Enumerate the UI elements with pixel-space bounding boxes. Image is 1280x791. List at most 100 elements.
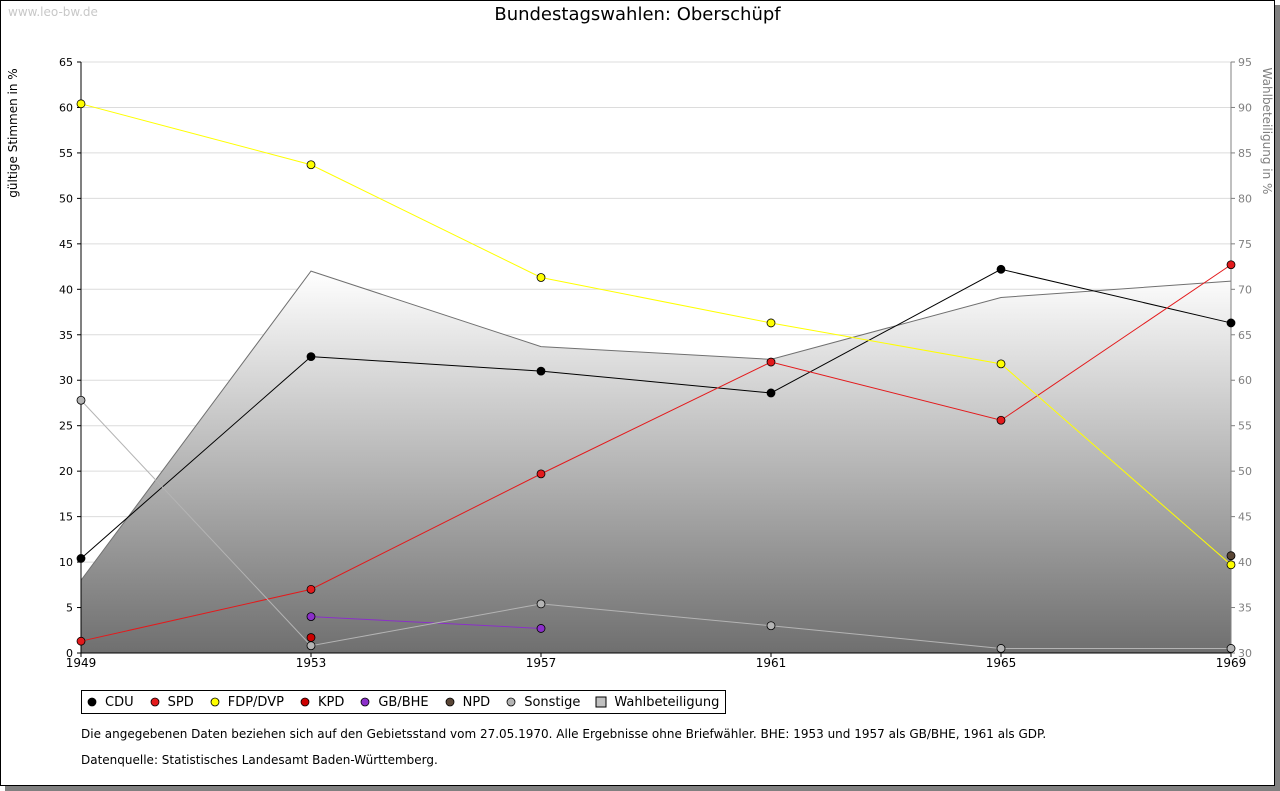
turnout-line bbox=[80, 270, 1232, 581]
y-tick-label: 5 bbox=[66, 602, 73, 615]
series-line-spd bbox=[80, 264, 1232, 642]
point-sonstige bbox=[76, 395, 86, 405]
point-cdu bbox=[1226, 318, 1236, 328]
y-tick-label: 25 bbox=[59, 420, 73, 433]
point-sonstige bbox=[306, 641, 316, 651]
legend-item: NPD bbox=[444, 694, 491, 710]
point-gb-bhe bbox=[536, 624, 546, 633]
point-sonstige bbox=[766, 621, 776, 631]
chart-plot: 0 5 10 15 20 25 30 35 40 45 50 55 60 65 30 35 40 45 50 55 60… bbox=[6, 56, 1274, 670]
x-tick-label: 1969 bbox=[1216, 656, 1247, 670]
y2-tick-label: 30 bbox=[1238, 647, 1252, 660]
legend-label: FDP/DVP bbox=[227, 694, 284, 710]
legend-label: NPD bbox=[462, 694, 491, 710]
point-fdp-dvp bbox=[536, 273, 546, 282]
y2-tick-label: 75 bbox=[1238, 238, 1252, 251]
y-tick-label: 10 bbox=[59, 556, 73, 569]
series-line-fdp-dvp bbox=[80, 103, 1232, 566]
legend-label: GB/BHE bbox=[378, 694, 429, 710]
legend-square-icon bbox=[595, 696, 607, 708]
y-tick-label: 50 bbox=[59, 192, 73, 205]
y2-tick-label: 65 bbox=[1238, 329, 1252, 342]
y-tick-label: 45 bbox=[59, 238, 73, 251]
turnout-area bbox=[81, 271, 1231, 653]
legend-item: GB/BHE bbox=[359, 694, 429, 710]
legend-item: Wahlbeteiligung bbox=[595, 695, 719, 710]
legend-item: KPD bbox=[299, 695, 344, 710]
point-cdu bbox=[996, 264, 1006, 274]
point-sonstige bbox=[996, 644, 1006, 653]
y2-tick-label: 95 bbox=[1238, 56, 1252, 69]
point-spd bbox=[76, 636, 86, 646]
legend-label: KPD bbox=[317, 694, 345, 710]
point-cdu bbox=[536, 366, 546, 376]
y2-tick-label: 55 bbox=[1238, 420, 1252, 433]
y-tick-label: 65 bbox=[59, 56, 73, 69]
legend-marker-icon bbox=[300, 697, 310, 707]
y2-tick-label: 80 bbox=[1238, 192, 1252, 205]
series-line-gb-bhe bbox=[310, 616, 542, 629]
y2-tick-label: 70 bbox=[1238, 283, 1252, 296]
y2-axis-title: Wahlbeteiligung in % bbox=[1260, 68, 1274, 195]
y-tick-label: 40 bbox=[59, 283, 73, 296]
legend-label: Wahlbeteiligung bbox=[614, 694, 720, 710]
x-tick-label: 1949 bbox=[66, 656, 97, 670]
point-cdu bbox=[76, 554, 86, 563]
y-tick-label: 35 bbox=[59, 329, 73, 342]
y2-tick-label: 50 bbox=[1238, 465, 1252, 478]
y-tick-label: 15 bbox=[59, 511, 73, 524]
y-tick-label: 0 bbox=[66, 647, 73, 660]
y-tick-label: 55 bbox=[59, 147, 73, 160]
point-cdu bbox=[766, 388, 776, 398]
footnote-note: Die angegebenen Daten beziehen sich auf … bbox=[81, 727, 1047, 741]
legend-item: CDU bbox=[86, 695, 134, 710]
y2-tick-label: 90 bbox=[1238, 101, 1252, 114]
legend-item: FDP/DVP bbox=[209, 695, 284, 710]
y2-tick-label: 40 bbox=[1238, 556, 1252, 569]
point-sonstige bbox=[536, 599, 546, 609]
point-gb-bhe bbox=[306, 612, 316, 622]
legend-label: CDU bbox=[105, 694, 134, 710]
legend-marker-icon bbox=[150, 697, 160, 707]
y-axis-title: gültige Stimmen in % bbox=[6, 68, 20, 197]
point-spd bbox=[306, 584, 316, 594]
y2-tick-label: 60 bbox=[1238, 374, 1252, 387]
chart-title: Bundestagswahlen: Oberschüpf bbox=[494, 4, 781, 25]
x-tick-label: 1957 bbox=[526, 656, 557, 670]
y2-tick-label: 45 bbox=[1238, 511, 1252, 524]
point-fdp-dvp bbox=[996, 359, 1006, 369]
point-fdp-dvp bbox=[76, 99, 86, 109]
series-line-cdu bbox=[80, 268, 1232, 559]
point-kpd bbox=[306, 633, 316, 642]
x-tick-label: 1965 bbox=[986, 656, 1017, 670]
legend-marker-icon bbox=[87, 697, 97, 707]
point-spd bbox=[996, 415, 1006, 425]
legend-item: Sonstige bbox=[505, 695, 580, 710]
legend-label: Sonstige bbox=[524, 694, 581, 710]
point-fdp-dvp bbox=[1226, 560, 1236, 570]
legend-marker-icon bbox=[210, 697, 220, 707]
point-cdu bbox=[306, 352, 316, 361]
x-tick-label: 1953 bbox=[296, 656, 327, 670]
y-tick-label: 20 bbox=[59, 465, 73, 478]
legend-marker-icon bbox=[506, 697, 516, 707]
y2-tick-label: 85 bbox=[1238, 147, 1252, 160]
x-tick-label: 1961 bbox=[756, 656, 787, 670]
watermark: www.leo-bw.de bbox=[8, 5, 98, 19]
legend-label: SPD bbox=[167, 694, 194, 710]
point-spd bbox=[536, 469, 546, 479]
series-line-sonstige bbox=[80, 399, 1231, 649]
legend-marker-icon bbox=[360, 697, 370, 707]
legend-marker-icon bbox=[445, 697, 455, 707]
y-tick-label: 60 bbox=[59, 101, 73, 114]
footnote-source: Datenquelle: Statistisches Landesamt Bad… bbox=[81, 753, 438, 767]
y-tick-label: 30 bbox=[59, 374, 73, 387]
y2-tick-label: 35 bbox=[1238, 602, 1252, 615]
point-spd bbox=[1226, 260, 1236, 270]
chart-legend: CDU SPD FDP/DVP KPD GB/BHE NPD Sonstige Wahlbet… bbox=[81, 690, 727, 714]
legend-item: SPD bbox=[149, 695, 194, 710]
point-spd bbox=[766, 357, 776, 367]
point-npd bbox=[1226, 551, 1236, 561]
point-sonstige bbox=[1226, 644, 1236, 653]
